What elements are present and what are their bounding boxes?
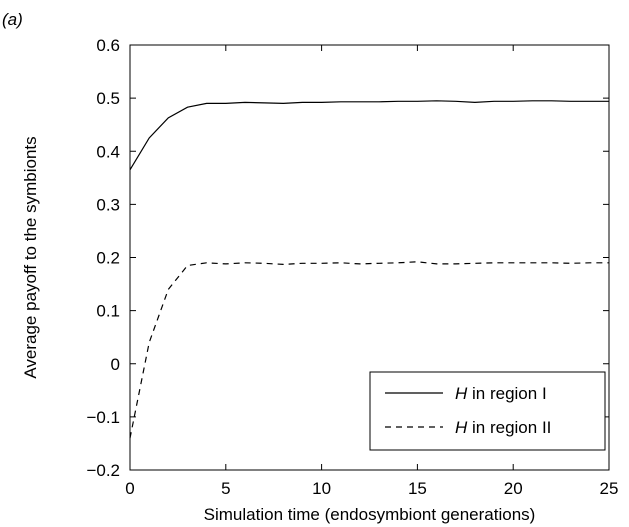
legend-label-region-ii-symbol: H [455,418,468,437]
y-tick-label: 0.3 [96,195,120,214]
legend-label-region-i-text: in region I [467,384,546,403]
x-axis-label: Simulation time (endosymbiont generation… [204,505,536,524]
series-line-region-ii [129,261,609,439]
axis-ticks: 0 5 10 15 20 25 −0.2 −0.1 0 0.1 0.2 0.3 0.4 0.5 0.6 [86,36,618,498]
y-tick-label: 0.5 [96,89,120,108]
y-tick-label: 0.1 [96,302,120,321]
legend-label-region-i: H in region I [455,384,547,403]
legend-box [369,371,606,451]
x-tick-label: 0 [125,479,134,498]
y-tick-label: −0.2 [86,461,120,480]
y-tick-label: −0.1 [86,408,120,427]
y-tick-label: 0.2 [96,249,120,268]
x-tick-label: 10 [312,479,331,498]
x-tick-label: 5 [221,479,230,498]
series-layer [129,100,609,439]
legend-label-region-ii-text: in region II [467,418,551,437]
y-tick-label: 0 [111,355,120,374]
legend-label-region-ii: H in region II [455,418,551,437]
legend-label-region-i-symbol: H [455,384,468,403]
x-tick-label: 15 [408,479,427,498]
y-tick-label: 0.6 [96,36,120,55]
x-tick-label: 25 [600,479,619,498]
y-tick-label: 0.4 [96,142,120,161]
panel-label: (a) [2,10,23,29]
legend: H in region I H in region II [369,371,606,451]
series-line-region-i [129,100,609,171]
y-axis-label: Average payoff to the symbionts [21,136,40,378]
x-tick-label: 20 [504,479,523,498]
